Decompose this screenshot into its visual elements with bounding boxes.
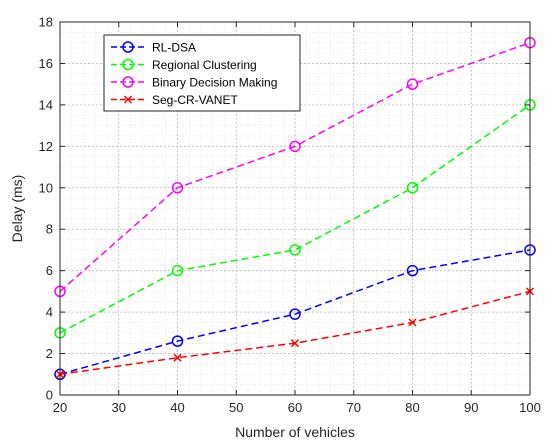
data-point-seg-cr-vanet xyxy=(290,339,300,348)
legend-label: Regional Clustering xyxy=(152,58,257,72)
data-point-regional-clustering xyxy=(406,182,419,194)
data-point-binary-decision-making xyxy=(289,140,301,153)
series-binary-decision-making xyxy=(54,36,536,298)
y-tick-label: 6 xyxy=(46,263,53,278)
data-point-seg-cr-vanet xyxy=(173,353,182,362)
y-tick-label: 0 xyxy=(46,388,53,403)
legend-label: Seg-CR-VANET xyxy=(152,93,238,107)
y-tick-label: 8 xyxy=(46,222,53,237)
y-tick-label: 16 xyxy=(39,56,53,71)
data-point-rl-dsa xyxy=(171,335,184,347)
x-tick-label: 70 xyxy=(347,400,361,415)
series-line-regional-clustering xyxy=(59,104,531,334)
data-point-rl-dsa xyxy=(406,264,419,277)
y-tick-label: 14 xyxy=(39,97,53,112)
y-tick-label: 12 xyxy=(39,139,53,154)
x-tick-label: 60 xyxy=(288,400,302,415)
legend-label: Binary Decision Making xyxy=(152,76,277,90)
y-axis-ticks: 0 2 4 6 8 10 12 14 16 18 xyxy=(39,15,530,403)
series-line-rl-dsa xyxy=(59,249,531,375)
legend-marker xyxy=(122,58,134,71)
y-axis-label: Delay (ms) xyxy=(9,175,25,243)
x-tick-label: 50 xyxy=(229,400,243,415)
data-point-regional-clustering xyxy=(171,264,184,277)
legend-marker xyxy=(123,95,133,104)
legend-item-regional-clustering: Regional Clustering xyxy=(111,58,257,72)
data-point-seg-cr-vanet xyxy=(408,318,417,327)
x-tick-label: 20 xyxy=(53,400,67,415)
legend-marker xyxy=(122,41,134,53)
legend-marker xyxy=(122,76,134,88)
legend-label: RL-DSA xyxy=(152,41,196,55)
legend-box xyxy=(103,34,301,112)
x-tick-label: 80 xyxy=(405,400,419,415)
x-axis-ticks: 20 30 40 50 60 70 80 90 100 xyxy=(53,22,541,415)
y-tick-label: 2 xyxy=(46,346,53,361)
data-point-binary-decision-making xyxy=(171,182,184,194)
y-tick-label: 4 xyxy=(46,305,53,320)
data-point-rl-dsa xyxy=(289,308,301,320)
series-line-binary-decision-making xyxy=(59,42,531,292)
legend-item-seg-cr-vanet: Seg-CR-VANET xyxy=(111,93,238,107)
legend: RL-DSA Regional Clustering Binary Decision… xyxy=(103,34,301,112)
y-tick-label: 10 xyxy=(39,180,53,195)
x-tick-label: 30 xyxy=(112,400,126,415)
legend-item-rl-dsa: RL-DSA xyxy=(111,41,196,55)
x-tick-label: 100 xyxy=(519,400,541,415)
x-tick-label: 40 xyxy=(170,400,184,415)
x-tick-label: 90 xyxy=(464,400,478,415)
x-axis-label: Number of vehicles xyxy=(235,424,355,440)
series-rl-dsa xyxy=(54,244,536,381)
data-point-binary-decision-making xyxy=(406,78,419,90)
y-tick-label: 18 xyxy=(39,15,53,30)
data-point-regional-clustering xyxy=(289,244,301,256)
legend-item-binary-decision-making: Binary Decision Making xyxy=(111,76,277,90)
